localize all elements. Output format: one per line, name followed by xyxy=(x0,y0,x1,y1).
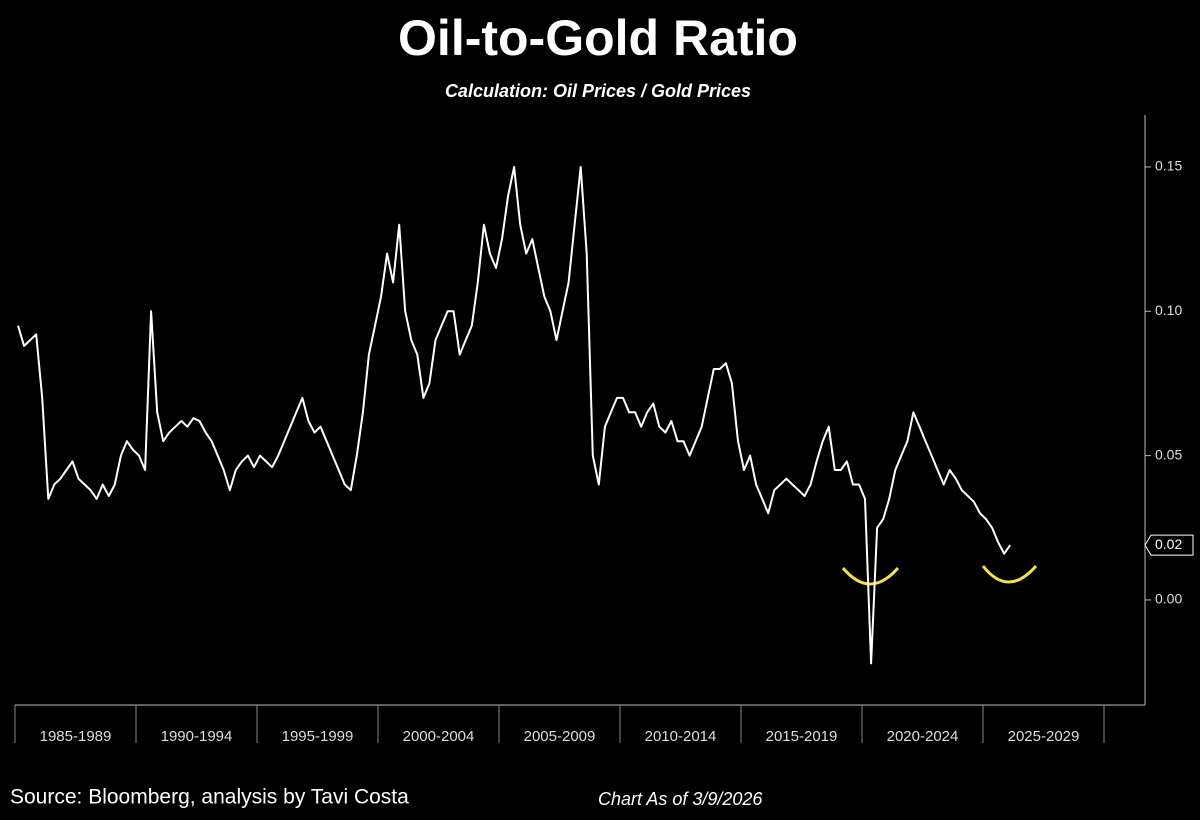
y-tick-label: 0.10 xyxy=(1155,302,1182,318)
x-tick-label: 2000-2004 xyxy=(403,728,475,745)
end-label: 0.02 xyxy=(1155,536,1182,552)
x-tick-label: 2025-2029 xyxy=(1008,728,1080,745)
y-tick-label: 0.15 xyxy=(1155,158,1182,174)
x-tick-label: 2020-2024 xyxy=(887,728,959,745)
highlight-arc xyxy=(841,567,900,586)
chart-subtitle: Calculation: Oil Prices / Gold Prices xyxy=(445,81,751,101)
x-tick-label: 2010-2014 xyxy=(645,728,717,745)
chart-title: Oil-to-Gold Ratio xyxy=(398,10,798,66)
x-tick-label: 2015-2019 xyxy=(766,728,838,745)
source: Source: Bloomberg, analysis by Tavi Cost… xyxy=(10,786,409,809)
highlight-arc xyxy=(981,565,1038,584)
y-tick-label: 0.05 xyxy=(1155,446,1182,462)
data-line xyxy=(17,166,1012,665)
end-label-box xyxy=(1144,534,1194,556)
x-tick-label: 2005-2009 xyxy=(524,728,596,745)
note: Chart As of 3/9/2026 xyxy=(598,789,763,809)
x-tick-label: 1985-1989 xyxy=(40,728,112,745)
x-tick-label: 1995-1999 xyxy=(282,728,354,745)
x-tick-label: 1990-1994 xyxy=(161,728,233,745)
y-tick-label: 0.00 xyxy=(1155,591,1182,607)
